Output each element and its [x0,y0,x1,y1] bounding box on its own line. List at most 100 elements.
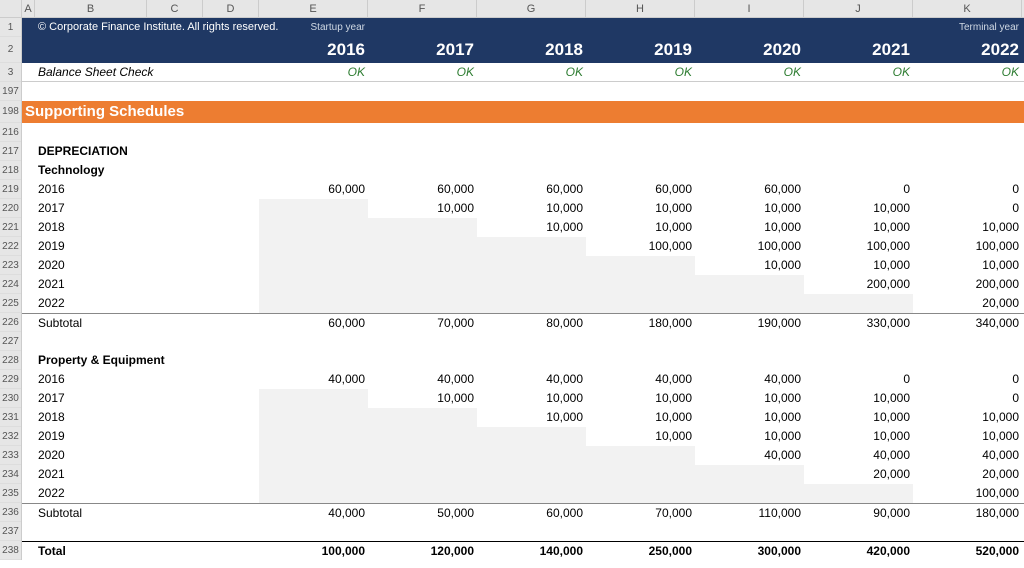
value-cell[interactable]: 10,000 [368,199,477,218]
value-cell[interactable] [477,275,586,294]
value-cell[interactable] [259,465,368,484]
value-cell[interactable] [368,275,477,294]
value-cell[interactable] [368,427,477,446]
value-cell[interactable]: 100,000 [913,484,1022,503]
value-cell[interactable] [477,446,586,465]
value-cell[interactable]: 10,000 [804,389,913,408]
col-header-H[interactable]: H [586,0,695,17]
row-number[interactable]: 234 [0,465,21,484]
value-cell[interactable] [368,294,477,313]
value-cell[interactable]: 10,000 [804,256,913,275]
value-cell[interactable]: 20,000 [913,465,1022,484]
value-cell[interactable]: 100,000 [804,237,913,256]
col-header-A[interactable]: A [22,0,35,17]
row-number[interactable]: 238 [0,541,21,560]
value-cell[interactable] [259,294,368,313]
value-cell[interactable] [586,256,695,275]
col-header-K[interactable]: K [913,0,1022,17]
value-cell[interactable] [586,465,695,484]
row-number[interactable]: 224 [0,275,21,294]
row-number[interactable]: 228 [0,351,21,370]
value-cell[interactable]: 0 [913,199,1022,218]
value-cell[interactable]: 60,000 [586,180,695,199]
value-cell[interactable]: 20,000 [804,465,913,484]
value-cell[interactable] [259,199,368,218]
value-cell[interactable]: 10,000 [586,218,695,237]
value-cell[interactable]: 60,000 [368,180,477,199]
value-cell[interactable]: 0 [913,180,1022,199]
value-cell[interactable] [477,294,586,313]
value-cell[interactable]: 10,000 [804,427,913,446]
value-cell[interactable]: 10,000 [695,218,804,237]
row-number[interactable]: 229 [0,370,21,389]
value-cell[interactable]: 10,000 [477,218,586,237]
value-cell[interactable] [259,218,368,237]
value-cell[interactable]: 40,000 [477,370,586,389]
row-number[interactable]: 233 [0,446,21,465]
value-cell[interactable] [477,484,586,503]
value-cell[interactable] [368,237,477,256]
value-cell[interactable]: 10,000 [695,199,804,218]
value-cell[interactable]: 0 [804,370,913,389]
value-cell[interactable] [477,465,586,484]
value-cell[interactable]: 40,000 [368,370,477,389]
value-cell[interactable]: 10,000 [477,389,586,408]
value-cell[interactable] [695,275,804,294]
value-cell[interactable] [477,237,586,256]
value-cell[interactable] [586,294,695,313]
value-cell[interactable] [477,427,586,446]
value-cell[interactable] [586,446,695,465]
value-cell[interactable] [477,256,586,275]
row-number[interactable]: 222 [0,237,21,256]
value-cell[interactable] [368,408,477,427]
row-number[interactable]: 236 [0,503,21,522]
value-cell[interactable] [368,218,477,237]
col-header-I[interactable]: I [695,0,804,17]
value-cell[interactable]: 10,000 [804,408,913,427]
value-cell[interactable]: 40,000 [695,446,804,465]
row-number[interactable]: 231 [0,408,21,427]
row-number[interactable]: 237 [0,522,21,541]
col-header-G[interactable]: G [477,0,586,17]
col-header-F[interactable]: F [368,0,477,17]
value-cell[interactable]: 100,000 [695,237,804,256]
value-cell[interactable]: 60,000 [477,180,586,199]
value-cell[interactable]: 40,000 [695,370,804,389]
row-number[interactable]: 225 [0,294,21,313]
row-number[interactable]: 218 [0,161,21,180]
value-cell[interactable] [695,465,804,484]
value-cell[interactable] [259,408,368,427]
value-cell[interactable] [586,484,695,503]
row-number[interactable]: 220 [0,199,21,218]
value-cell[interactable]: 40,000 [804,446,913,465]
value-cell[interactable]: 10,000 [368,389,477,408]
row-number[interactable]: 1 [0,18,21,37]
value-cell[interactable]: 10,000 [695,427,804,446]
row-number[interactable]: 2 [0,37,21,63]
value-cell[interactable]: 10,000 [913,408,1022,427]
value-cell[interactable] [695,294,804,313]
value-cell[interactable]: 40,000 [913,446,1022,465]
value-cell[interactable]: 10,000 [913,256,1022,275]
row-number[interactable]: 216 [0,123,21,142]
value-cell[interactable]: 10,000 [695,256,804,275]
value-cell[interactable]: 10,000 [804,199,913,218]
value-cell[interactable]: 0 [913,370,1022,389]
value-cell[interactable]: 0 [804,180,913,199]
value-cell[interactable] [368,446,477,465]
value-cell[interactable]: 60,000 [259,180,368,199]
col-header-E[interactable]: E [259,0,368,17]
row-number[interactable]: 198 [0,101,21,123]
value-cell[interactable] [259,275,368,294]
value-cell[interactable]: 20,000 [913,294,1022,313]
value-cell[interactable] [259,427,368,446]
value-cell[interactable]: 10,000 [804,218,913,237]
row-number[interactable]: 197 [0,82,21,101]
value-cell[interactable]: 60,000 [695,180,804,199]
value-cell[interactable]: 100,000 [913,237,1022,256]
row-number[interactable]: 227 [0,332,21,351]
col-header-B[interactable]: B [35,0,147,17]
value-cell[interactable] [259,484,368,503]
col-header-J[interactable]: J [804,0,913,17]
value-cell[interactable]: 40,000 [586,370,695,389]
